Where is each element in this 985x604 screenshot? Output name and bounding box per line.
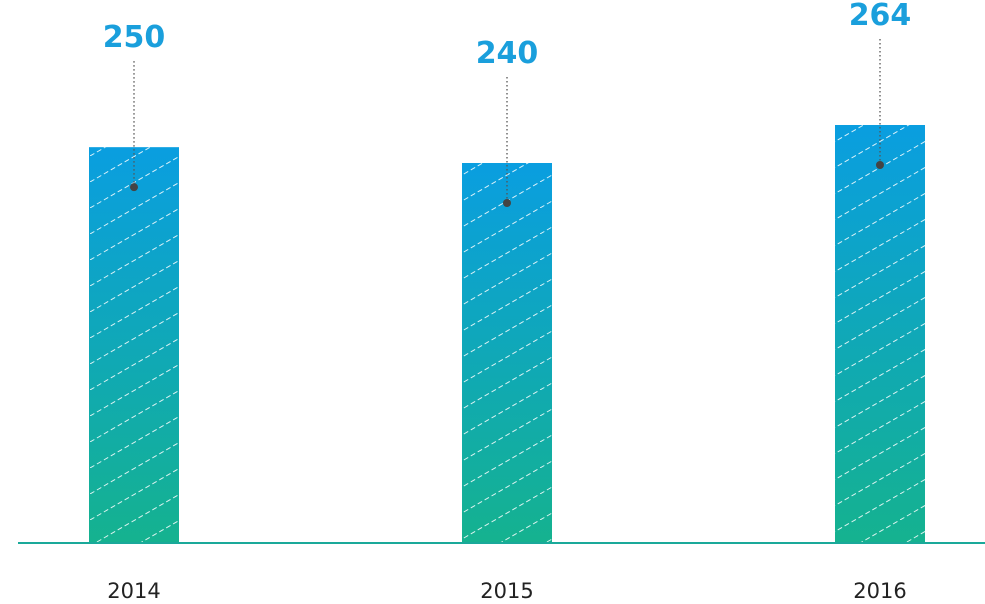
value-label: 264 — [849, 0, 912, 33]
bar-hatch-overlay — [835, 125, 925, 543]
marker-dot — [503, 199, 511, 207]
marker-dot — [130, 183, 138, 192]
bar-2016 — [835, 39, 925, 543]
value-label: 240 — [476, 36, 539, 71]
x-tick-label: 2015 — [480, 579, 533, 603]
bar-2015 — [462, 77, 552, 543]
value-label: 250 — [103, 20, 166, 55]
bar-hatch-overlay — [89, 147, 179, 543]
marker-dot — [876, 161, 884, 169]
x-tick-label: 2014 — [107, 579, 160, 603]
bar-hatch-overlay — [462, 163, 552, 543]
labels-layer: 250 2014 240 2015 264 2016 — [103, 0, 912, 603]
x-tick-label: 2016 — [853, 579, 906, 603]
bars-layer — [89, 39, 925, 543]
bar-2014 — [89, 61, 179, 543]
